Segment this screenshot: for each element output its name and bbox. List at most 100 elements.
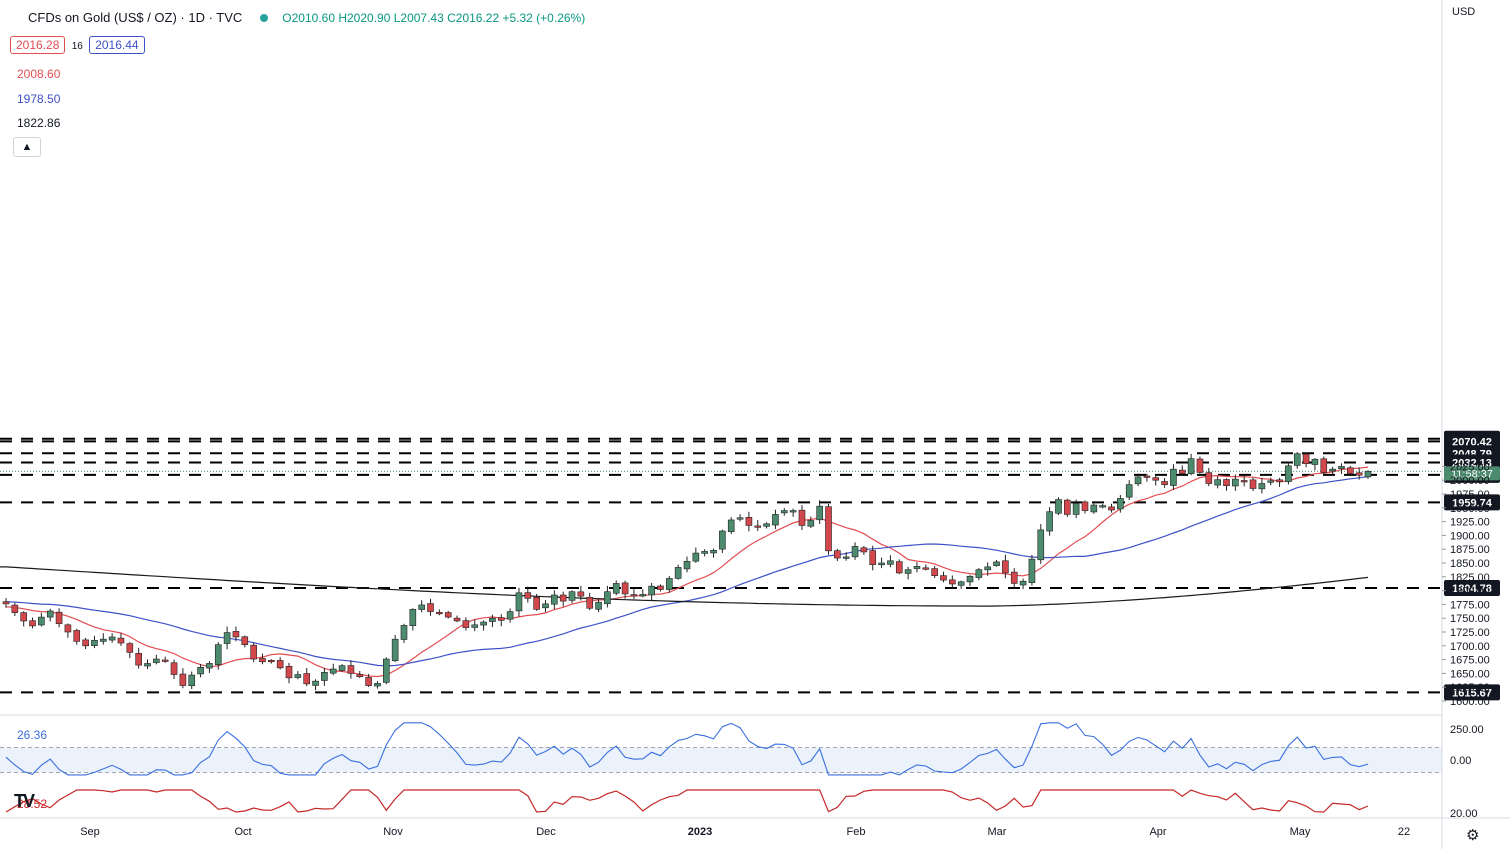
candle-body bbox=[126, 643, 134, 653]
candle-body bbox=[1338, 466, 1345, 470]
tradingview-logo: TV bbox=[14, 791, 35, 811]
candle-body bbox=[497, 617, 505, 621]
candle-body bbox=[524, 592, 532, 599]
candle-body bbox=[825, 506, 832, 552]
candle-body bbox=[745, 517, 753, 526]
candle-body bbox=[135, 652, 142, 666]
candle-body bbox=[427, 603, 434, 612]
candle-body bbox=[984, 566, 992, 571]
candle-body bbox=[489, 617, 496, 622]
candle-body bbox=[409, 609, 417, 626]
candlestick-series bbox=[2, 452, 1372, 691]
price-tick-label: 1625.00 bbox=[1450, 682, 1490, 694]
candle-body bbox=[82, 639, 89, 647]
price-tick-label: 1950.00 bbox=[1450, 503, 1490, 515]
candle-body bbox=[630, 594, 638, 597]
time-tick-label: 2023 bbox=[688, 826, 712, 838]
price-tick-label: 1775.00 bbox=[1450, 599, 1490, 611]
candle-body bbox=[294, 674, 302, 678]
candle-body bbox=[436, 612, 443, 615]
candle-body bbox=[1187, 458, 1195, 475]
candle-body bbox=[816, 505, 823, 521]
candle-body bbox=[542, 603, 549, 609]
candle-body bbox=[46, 610, 54, 618]
chevron-up-icon[interactable]: ▲ bbox=[13, 137, 41, 157]
candle-body bbox=[1240, 480, 1248, 483]
candle-body bbox=[144, 663, 151, 667]
support-resistance-lines: 2075.142070.422048.792032.132009.751959.… bbox=[0, 430, 1500, 701]
price-tick-label: 1875.00 bbox=[1450, 544, 1490, 556]
candle-body bbox=[312, 680, 319, 686]
candle-body bbox=[887, 560, 894, 565]
bid-price-box[interactable]: 2016.28 bbox=[10, 36, 66, 54]
ohlc-readout: O2010.60 H2020.90 L2007.43 C2016.22 +5.3… bbox=[282, 10, 586, 25]
candle-body bbox=[674, 567, 682, 579]
oscillator-blue-value: 26.36 bbox=[17, 728, 47, 742]
candle-body bbox=[754, 525, 762, 528]
candle-body bbox=[1364, 471, 1372, 478]
candle-body bbox=[940, 575, 947, 581]
time-tick-label: 22 bbox=[1398, 826, 1410, 838]
candle-body bbox=[1223, 479, 1230, 487]
candle-body bbox=[1152, 477, 1160, 481]
candle-body bbox=[462, 620, 470, 628]
price-tick-label: 1850.00 bbox=[1450, 558, 1490, 570]
candle-body bbox=[710, 550, 717, 554]
level-label-bg bbox=[1444, 579, 1500, 596]
candle-body bbox=[957, 581, 965, 586]
candle-body bbox=[1170, 468, 1177, 486]
candle-body bbox=[568, 591, 576, 601]
candle-body bbox=[515, 592, 523, 612]
ma-black-value: 1822.86 bbox=[17, 116, 61, 130]
candle-body bbox=[780, 510, 788, 514]
oscillator-pane: 250.00 0.00 20.00 26.36 28.52 bbox=[0, 722, 1484, 820]
candle-body bbox=[303, 673, 311, 685]
price-tick-label: 1925.00 bbox=[1450, 517, 1490, 529]
candle-body bbox=[161, 659, 169, 662]
candle-body bbox=[250, 644, 257, 660]
candle-body bbox=[356, 674, 364, 678]
candle-body bbox=[153, 658, 160, 663]
candle-body bbox=[577, 591, 585, 597]
candle-body bbox=[268, 659, 275, 663]
candle-body bbox=[1072, 503, 1080, 515]
candle-body bbox=[719, 530, 726, 550]
candle-body bbox=[1134, 476, 1142, 485]
candle-body bbox=[55, 611, 63, 625]
candle-body bbox=[648, 585, 655, 596]
candle-body bbox=[117, 637, 125, 644]
candle-body bbox=[1090, 504, 1098, 513]
candle-body bbox=[1046, 511, 1053, 532]
candle-body bbox=[931, 568, 938, 576]
candle-body bbox=[1293, 453, 1301, 466]
time-tick-label: Oct bbox=[234, 826, 251, 838]
candle-body bbox=[188, 674, 196, 687]
candle-body bbox=[789, 510, 797, 513]
level-label: 1959.74 bbox=[1452, 497, 1493, 509]
candle-body bbox=[391, 638, 399, 662]
candle-body bbox=[11, 604, 19, 613]
candle-body bbox=[400, 625, 408, 640]
price-tick-label: 1975.00 bbox=[1450, 489, 1490, 501]
candle-body bbox=[666, 578, 673, 590]
symbol-title[interactable]: CFDs on Gold (US$ / OZ) · 1D · TVC bbox=[28, 10, 243, 25]
candle-body bbox=[329, 668, 337, 674]
candle-body bbox=[1196, 458, 1204, 473]
ask-price-box[interactable]: 2016.44 bbox=[89, 36, 145, 54]
candle-body bbox=[64, 624, 72, 633]
oscillator-red-line bbox=[5, 789, 1369, 813]
price-tick-label: 1600.00 bbox=[1450, 696, 1490, 708]
candle-body bbox=[807, 520, 815, 527]
candle-body bbox=[453, 617, 461, 622]
candle-body bbox=[444, 612, 452, 618]
currency-selector[interactable]: USD bbox=[1452, 6, 1476, 18]
level-label-bg bbox=[1444, 684, 1500, 701]
candle-body bbox=[895, 561, 903, 574]
time-tick-label: Sep bbox=[80, 826, 100, 838]
candle-body bbox=[701, 551, 708, 554]
candle-body bbox=[763, 523, 770, 527]
candle-body bbox=[1276, 479, 1283, 483]
candle-body bbox=[232, 631, 240, 638]
gear-icon[interactable]: ⚙ bbox=[1466, 827, 1480, 844]
